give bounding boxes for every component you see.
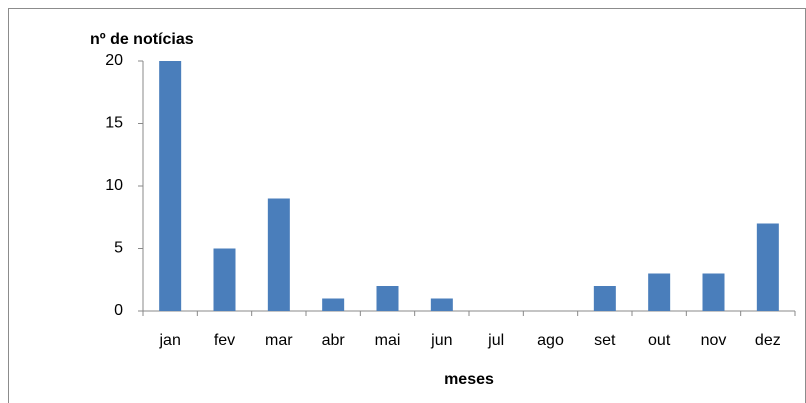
bar bbox=[159, 61, 182, 311]
x-tick-label: dez bbox=[755, 332, 781, 349]
y-tick-label: 0 bbox=[114, 302, 123, 319]
x-axis-title: meses bbox=[444, 371, 494, 388]
x-tick-label: out bbox=[648, 332, 671, 349]
x-tick-label: jan bbox=[158, 332, 180, 349]
bar bbox=[593, 286, 616, 311]
x-tick-label: nov bbox=[701, 332, 727, 349]
x-tick-label: fev bbox=[214, 332, 235, 349]
chart-frame bbox=[8, 8, 806, 403]
y-tick-label: 10 bbox=[105, 177, 123, 194]
x-tick-label: abr bbox=[322, 332, 346, 349]
y-tick-label: 5 bbox=[114, 240, 123, 257]
y-tick-label: 15 bbox=[105, 115, 123, 132]
x-tick-label: mar bbox=[265, 332, 293, 349]
bar bbox=[376, 286, 399, 311]
bar bbox=[322, 298, 345, 311]
x-tick-label: set bbox=[594, 332, 616, 349]
bar bbox=[648, 273, 671, 311]
x-tick-label: ago bbox=[537, 332, 564, 349]
bar bbox=[756, 223, 779, 311]
x-tick-label: jun bbox=[430, 332, 452, 349]
y-axis-title: nº de notícias bbox=[90, 31, 194, 48]
bar bbox=[430, 298, 453, 311]
bar bbox=[213, 248, 236, 311]
x-tick-label: mai bbox=[375, 332, 401, 349]
y-tick-label: 20 bbox=[105, 52, 123, 69]
bar bbox=[267, 198, 290, 311]
x-tick-label: jul bbox=[487, 332, 504, 349]
bar bbox=[702, 273, 725, 311]
